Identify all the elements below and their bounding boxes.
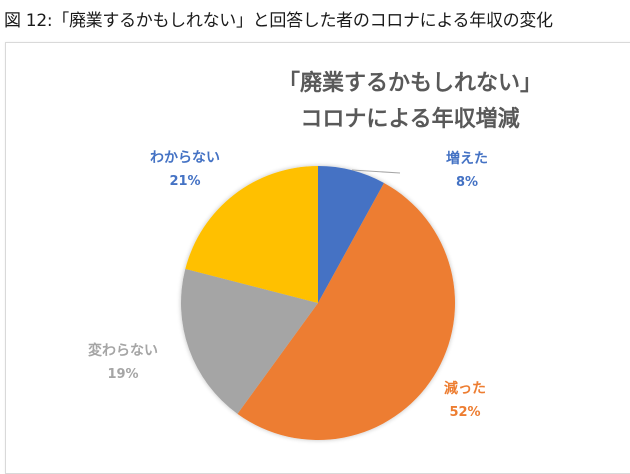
chart-title: 「廃業するかもしれない」 コロナによる年収増減	[255, 66, 565, 138]
data-label-decreased: 減った 52%	[430, 377, 500, 425]
label-unchanged-value: 19%	[107, 367, 139, 382]
data-label-unknown: わからない 21%	[130, 146, 240, 194]
label-decreased-name: 減った	[444, 381, 486, 397]
label-decreased-value: 52%	[449, 405, 481, 420]
chart-title-line-1: 「廃業するかもしれない」	[277, 71, 542, 96]
label-unknown-value: 21%	[169, 174, 201, 189]
chart-title-line-2: コロナによる年収増減	[300, 107, 520, 132]
pie-slice-unchanged	[181, 268, 318, 414]
pie-slice-decreased	[237, 182, 456, 441]
pie-chart	[181, 166, 456, 441]
figure-caption: 図 12:「廃業するかもしれない」と回答した者のコロナによる年収の変化	[4, 11, 553, 31]
pie-slice-increased	[318, 166, 385, 303]
pie-slice-unknown	[185, 166, 318, 303]
label-increased-value: 8%	[455, 175, 479, 190]
label-unchanged-name: 変わらない	[88, 343, 158, 359]
label-increased-name: 増えた	[446, 151, 488, 167]
data-label-unchanged: 変わらない 19%	[68, 339, 178, 387]
data-label-increased: 増えた 8%	[437, 147, 497, 195]
label-unknown-name: わからない	[150, 150, 220, 166]
leader-line-increased	[351, 169, 401, 174]
